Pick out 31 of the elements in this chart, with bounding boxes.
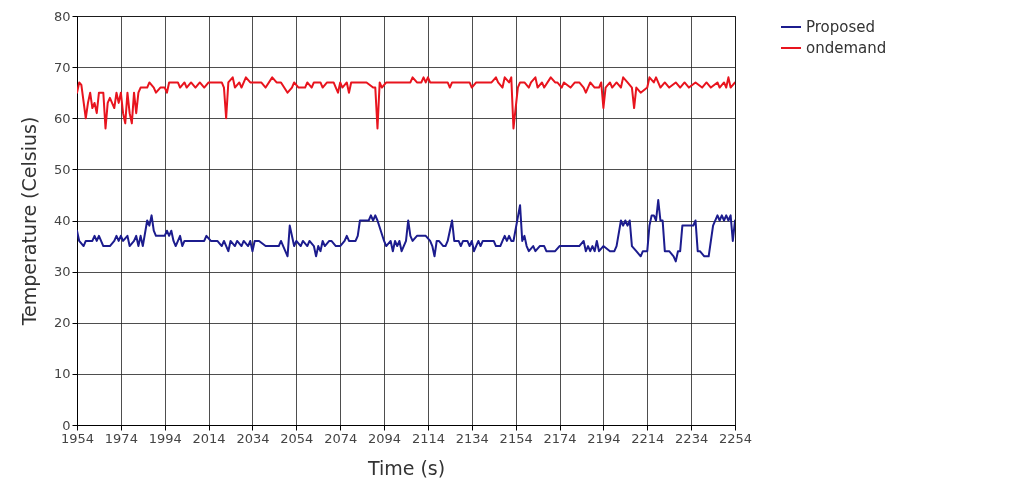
x-tick-label: 2214 xyxy=(631,430,665,446)
y-tick-label: 70 xyxy=(53,59,71,75)
x-tick-label: 2014 xyxy=(192,430,226,446)
x-tick-label: 2194 xyxy=(587,430,621,446)
x-tick-label: 1954 xyxy=(60,430,95,446)
x-tick-label: 2134 xyxy=(455,430,489,446)
line-series xyxy=(77,76,735,130)
y-tick-label: 20 xyxy=(53,315,71,331)
x-tick-label: 2114 xyxy=(411,430,445,446)
x-axis-title: Time (s) xyxy=(366,456,446,479)
y-tick-label: 40 xyxy=(53,213,71,228)
y-tick-label: 10 xyxy=(53,366,71,382)
x-tick-label: 2174 xyxy=(543,430,577,446)
line-series xyxy=(77,199,735,263)
legend-label: Proposed xyxy=(806,18,876,36)
legend-label: ondemand xyxy=(806,39,887,57)
y-tick-label: 60 xyxy=(53,110,71,126)
x-tick-label: 1974 xyxy=(104,430,138,446)
x-tick-label: 2234 xyxy=(675,430,709,446)
x-tick-label: 2054 xyxy=(280,430,314,446)
y-tick-label: 50 xyxy=(53,161,71,177)
y-axis-title: Temperature (Celsius) xyxy=(17,116,40,327)
y-tick-label: 30 xyxy=(53,264,71,280)
x-tick-label: 2254 xyxy=(718,430,753,446)
x-tick-label: 2074 xyxy=(324,430,358,446)
y-tick-label: 80 xyxy=(53,8,71,24)
x-tick-label: 2154 xyxy=(499,430,533,446)
x-tick-label: 2094 xyxy=(368,430,402,446)
y-tick-label: 0 xyxy=(62,417,71,433)
x-tick-label: 2034 xyxy=(236,430,270,446)
x-tick-label: 1994 xyxy=(148,430,182,446)
